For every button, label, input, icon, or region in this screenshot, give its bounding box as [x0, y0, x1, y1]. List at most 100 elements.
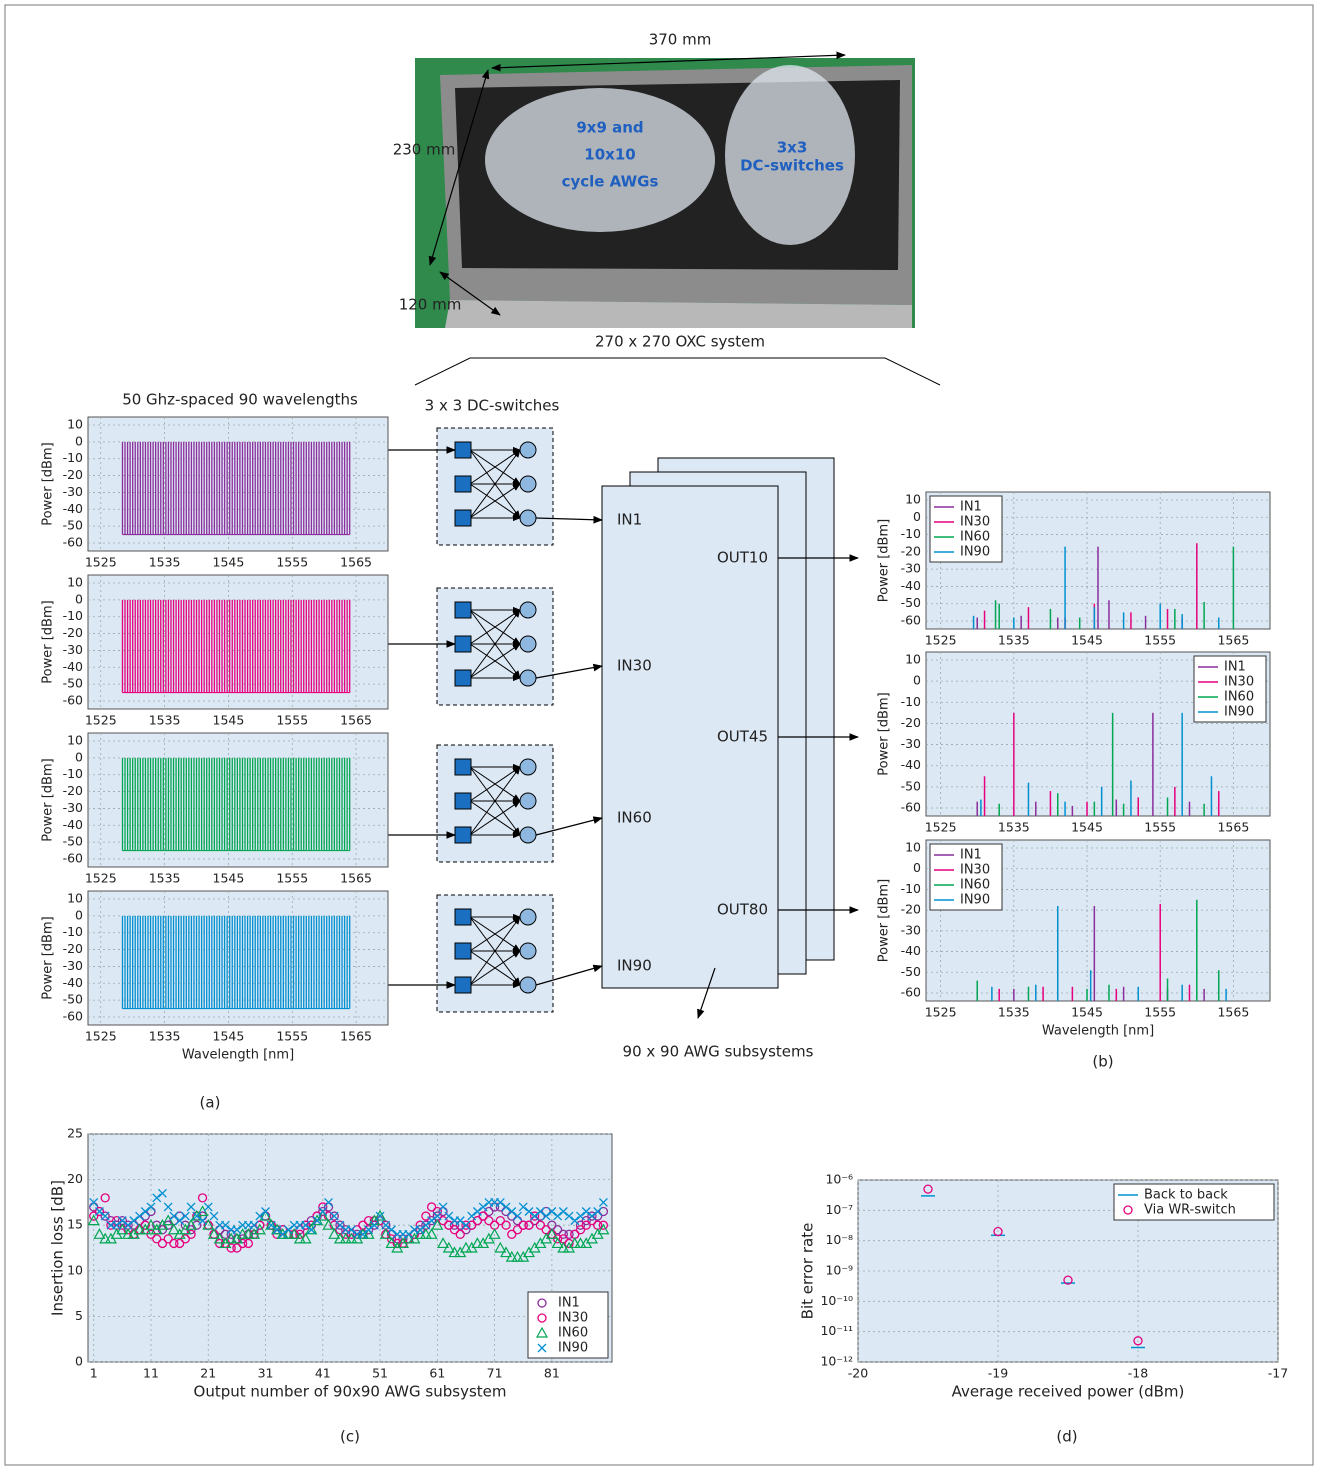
data-point [261, 1207, 270, 1216]
y-tick-label: 10⁻¹² [820, 1354, 853, 1369]
data-point [185, 1218, 198, 1230]
y-tick-label: 10⁻⁷ [825, 1202, 853, 1217]
data-point [1063, 1275, 1073, 1285]
data-point [265, 1218, 278, 1230]
x-tick-label: -17 [1268, 1366, 1288, 1381]
x-tick-label: 61 [429, 1366, 445, 1381]
legend-label: IN60 [1224, 690, 1254, 705]
switch-link [469, 609, 521, 679]
y-tick-label: -40 [63, 659, 83, 674]
data-point [570, 1216, 580, 1226]
data-point [581, 1207, 591, 1216]
switch-link [469, 916, 521, 952]
switch-output [519, 509, 537, 527]
legend-label: IN1 [960, 848, 982, 863]
data-point [89, 1197, 99, 1207]
depth-arrow [439, 271, 501, 316]
data-point [484, 1215, 494, 1226]
data-point [575, 1225, 586, 1235]
data-point [364, 1225, 374, 1235]
y-tick-label: 0 [75, 907, 83, 922]
y-tick-label: 0 [913, 860, 921, 875]
data-point [318, 1207, 328, 1216]
x-tick-label: 1 [90, 1366, 98, 1381]
legend-label: IN90 [1224, 705, 1254, 720]
switch-input [454, 826, 472, 844]
y-tick-label: -40 [901, 578, 921, 593]
data-point [444, 1220, 454, 1230]
data-point [169, 1211, 179, 1221]
y-tick-label: -60 [901, 613, 921, 628]
y-tick-label: -50 [901, 964, 921, 979]
switch-input [454, 475, 472, 493]
awg-stack [601, 457, 835, 989]
data-point [574, 1237, 587, 1249]
y-tick-label: -30 [901, 561, 921, 576]
y-tick-label: 10 [67, 575, 83, 590]
x-tick-label: 1555 [1144, 1005, 1176, 1020]
switch-link [469, 916, 521, 986]
data-point [329, 1211, 339, 1221]
y-tick-label: -20 [63, 625, 83, 640]
data-point [329, 1211, 339, 1221]
x-axis-label: Wavelength [nm] [182, 1048, 294, 1063]
data-point [174, 1238, 185, 1249]
x-tick-label: 41 [315, 1366, 331, 1381]
data-point [94, 1206, 105, 1217]
data-point [387, 1225, 396, 1235]
data-point [587, 1211, 597, 1221]
bracket [414, 357, 941, 386]
data-point [444, 1211, 454, 1221]
y-tick-label: -60 [63, 1009, 83, 1024]
data-point [587, 1211, 597, 1221]
data-point [505, 1250, 518, 1262]
switch-output [519, 976, 537, 994]
awg-pointer [697, 967, 716, 1019]
data-point [598, 1197, 608, 1207]
panel-label: (c) [340, 1428, 360, 1446]
data-point [427, 1216, 437, 1226]
data-point [581, 1215, 591, 1226]
input-label: IN1 [617, 511, 642, 529]
data-point [455, 1216, 465, 1226]
legend-swatch [1123, 1205, 1133, 1215]
switch-input [454, 976, 472, 994]
switch-label: DC-switches [740, 157, 844, 175]
x-axis-label: Output number of 90x90 AWG subsystem [194, 1383, 507, 1401]
y-tick-label: 10 [67, 1262, 83, 1277]
switch-title: 3 x 3 DC-switches [425, 397, 560, 415]
data-point [352, 1229, 362, 1239]
data-point [507, 1229, 517, 1239]
data-point [495, 1197, 505, 1207]
x-tick-label: 1525 [85, 871, 117, 886]
y-tick-label: 10 [67, 733, 83, 748]
data-point [318, 1206, 328, 1217]
switch-out-arrow [535, 515, 603, 524]
data-point [593, 1207, 603, 1216]
switch-link [469, 449, 521, 485]
switch-link [469, 766, 521, 836]
x-tick-label: 1535 [998, 633, 1030, 648]
switch-link [469, 449, 521, 519]
data-point [100, 1211, 110, 1221]
y-tick-label: -50 [901, 595, 921, 610]
data-point [358, 1229, 368, 1239]
y-tick-label: 0 [913, 509, 921, 524]
switch-input [454, 441, 472, 459]
legend-label: IN1 [558, 1296, 580, 1311]
legend-label: IN30 [558, 1311, 588, 1326]
x-tick-label: 1565 [340, 1029, 372, 1044]
data-point [461, 1220, 471, 1230]
legend-label: IN60 [558, 1326, 588, 1341]
x-tick-label: 1545 [1071, 633, 1103, 648]
data-point [581, 1220, 591, 1230]
data-point [135, 1211, 145, 1221]
legend-label: IN60 [960, 530, 990, 545]
data-point [501, 1220, 511, 1230]
switch-link [469, 483, 521, 519]
y-tick-label: -40 [901, 757, 921, 772]
x-tick-label: 11 [143, 1366, 159, 1381]
panel-label: (a) [200, 1094, 221, 1112]
y-tick-label: -20 [901, 715, 921, 730]
data-point [467, 1220, 477, 1230]
